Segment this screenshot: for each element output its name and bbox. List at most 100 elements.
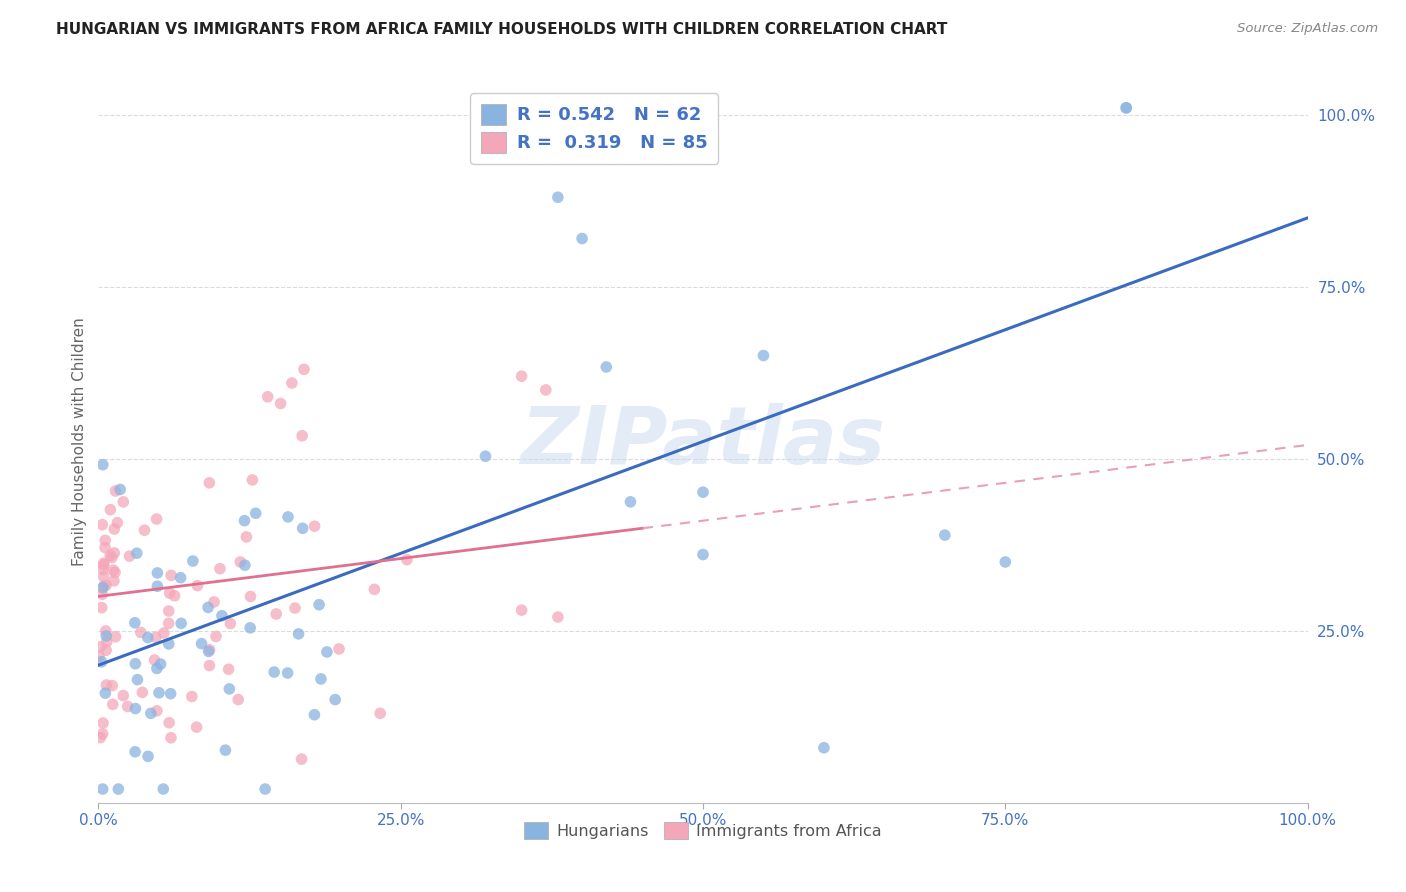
Point (89, 649, 111, 664)
Point (160, 731, 183, 745)
Point (146, 566, 169, 580)
Point (136, 749, 159, 764)
Point (190, 637, 212, 651)
Point (117, 699, 139, 714)
Point (571, 231, 593, 245)
Point (98, 549, 121, 563)
Point (125, 546, 148, 560)
Point (146, 661, 169, 675)
Point (264, 607, 287, 621)
Point (131, 685, 153, 699)
Point (159, 687, 181, 701)
Point (186, 578, 208, 592)
Point (91, 581, 114, 595)
Point (692, 548, 714, 562)
Point (208, 562, 231, 576)
Point (103, 574, 125, 588)
Point (112, 495, 135, 509)
Point (157, 604, 180, 618)
Point (101, 698, 124, 712)
Point (91, 727, 114, 741)
Point (219, 616, 242, 631)
Point (148, 686, 170, 700)
Point (134, 523, 156, 537)
Point (91, 517, 114, 532)
Point (103, 563, 125, 577)
Point (304, 519, 326, 533)
Point (534, 383, 557, 397)
Point (152, 782, 174, 797)
Point (146, 579, 169, 593)
Point (103, 522, 125, 536)
Point (254, 782, 277, 797)
Point (363, 582, 385, 597)
Point (619, 495, 641, 509)
Point (226, 692, 249, 706)
Point (197, 644, 219, 658)
Point (214, 743, 236, 757)
Point (180, 690, 202, 704)
Point (124, 615, 146, 630)
Point (323, 692, 346, 706)
Point (129, 625, 152, 640)
Point (96, 629, 118, 643)
Point (692, 485, 714, 500)
Point (107, 782, 129, 797)
Point (292, 362, 315, 376)
Point (395, 552, 418, 566)
Point (107, 516, 129, 530)
Point (94, 541, 117, 555)
Point (91, 563, 114, 577)
Point (1115, 101, 1137, 115)
Point (233, 514, 256, 528)
Point (229, 555, 252, 569)
Point (145, 512, 167, 526)
Point (157, 616, 180, 631)
Point (94, 686, 117, 700)
Point (157, 715, 180, 730)
Point (291, 428, 314, 442)
Point (474, 449, 496, 463)
Point (96, 635, 118, 649)
Point (139, 706, 162, 721)
Point (157, 637, 180, 651)
Point (93, 556, 115, 570)
Point (202, 595, 225, 609)
Point (510, 603, 533, 617)
Point (181, 554, 204, 568)
Point (93, 579, 115, 593)
Point (240, 473, 263, 487)
Text: ZIPatlas: ZIPatlas (520, 402, 886, 481)
Point (291, 521, 314, 535)
Point (510, 369, 533, 384)
Point (91, 782, 114, 797)
Point (211, 608, 233, 623)
Point (309, 672, 332, 686)
Point (368, 706, 391, 721)
Point (752, 349, 775, 363)
Point (197, 600, 219, 615)
Point (89, 640, 111, 654)
Point (308, 598, 330, 612)
Legend: Hungarians, Immigrants from Africa: Hungarians, Immigrants from Africa (517, 815, 889, 846)
Point (235, 530, 257, 544)
Point (101, 679, 124, 693)
Point (813, 740, 835, 755)
Point (136, 631, 159, 645)
Point (149, 657, 172, 671)
Point (287, 627, 309, 641)
Point (104, 483, 127, 498)
Point (93, 569, 115, 583)
Point (198, 658, 221, 673)
Point (186, 720, 208, 734)
Point (91, 587, 114, 601)
Point (595, 359, 617, 374)
Point (112, 689, 135, 703)
Point (124, 701, 146, 715)
Point (270, 396, 292, 410)
Point (124, 745, 146, 759)
Point (143, 653, 166, 667)
Point (108, 483, 131, 497)
Point (94, 533, 117, 548)
Point (263, 665, 285, 679)
